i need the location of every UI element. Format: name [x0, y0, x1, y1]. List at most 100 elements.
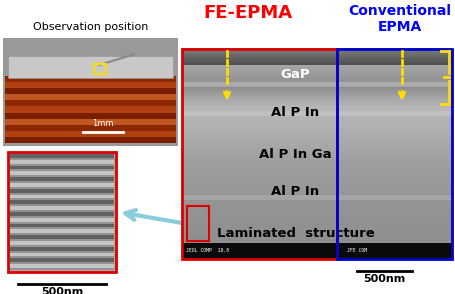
Bar	[182, 223, 452, 225]
Bar	[10, 262, 114, 264]
Bar	[182, 198, 452, 200]
Bar	[182, 64, 452, 66]
Bar	[182, 135, 452, 137]
Bar	[182, 154, 452, 156]
Bar	[10, 243, 114, 245]
Bar	[182, 54, 452, 56]
Bar	[182, 147, 452, 149]
Text: GaP: GaP	[281, 68, 310, 81]
Bar	[182, 159, 452, 161]
Bar	[182, 133, 452, 135]
Bar	[10, 254, 114, 256]
Bar	[182, 195, 452, 197]
Bar	[182, 108, 452, 110]
Bar	[10, 238, 114, 241]
Bar	[182, 117, 452, 119]
Bar	[182, 94, 452, 96]
Bar	[10, 208, 114, 210]
Bar	[182, 235, 452, 237]
Bar	[182, 63, 452, 65]
Bar	[182, 188, 452, 190]
Bar	[182, 104, 452, 106]
Bar	[10, 161, 114, 164]
Bar	[182, 66, 452, 68]
Bar	[5, 106, 176, 113]
Bar	[182, 50, 452, 52]
Bar	[182, 81, 452, 83]
Bar	[182, 195, 452, 200]
Bar	[10, 223, 114, 225]
Bar	[182, 199, 452, 201]
Bar	[182, 118, 452, 121]
Bar	[182, 197, 452, 199]
Bar	[182, 214, 452, 216]
Bar	[182, 78, 452, 81]
Bar	[182, 246, 452, 248]
Bar	[182, 121, 452, 123]
Bar	[182, 67, 452, 69]
Bar	[182, 105, 452, 107]
Bar	[5, 136, 176, 143]
Bar	[182, 244, 452, 246]
Bar	[10, 235, 114, 237]
Bar	[10, 213, 114, 216]
Bar	[5, 118, 176, 125]
Bar	[182, 232, 452, 234]
Bar	[182, 161, 452, 163]
Bar	[182, 77, 452, 79]
Bar	[182, 196, 452, 198]
Bar	[10, 240, 114, 243]
Bar	[182, 228, 452, 230]
Bar	[10, 175, 114, 177]
Bar	[10, 184, 114, 187]
Bar	[182, 134, 452, 136]
Bar	[182, 219, 452, 221]
Bar	[182, 220, 452, 222]
Bar	[182, 253, 452, 255]
Bar	[10, 221, 114, 224]
Bar	[10, 173, 114, 175]
Bar	[182, 86, 452, 88]
Bar	[182, 101, 452, 103]
Bar	[182, 92, 452, 94]
Bar	[5, 100, 176, 106]
Bar	[182, 201, 452, 203]
Bar	[10, 177, 114, 179]
Text: Al P In: Al P In	[271, 106, 319, 118]
Text: JFE COM: JFE COM	[347, 248, 367, 253]
Text: Laminated  structure: Laminated structure	[217, 227, 374, 240]
Bar	[10, 227, 114, 229]
Bar	[182, 148, 452, 150]
Bar	[10, 264, 114, 266]
Bar	[182, 81, 452, 87]
Bar	[10, 216, 114, 218]
Bar	[182, 243, 452, 259]
Bar	[182, 254, 452, 256]
Bar	[182, 163, 452, 165]
Bar	[182, 240, 452, 242]
Bar	[182, 138, 452, 140]
Bar	[5, 82, 176, 88]
Text: Observation position: Observation position	[33, 22, 148, 32]
Bar	[10, 198, 114, 201]
Bar	[94, 64, 106, 74]
Bar	[10, 169, 114, 171]
Bar	[182, 119, 452, 121]
Bar	[10, 181, 114, 183]
Bar	[182, 208, 452, 210]
Bar	[182, 165, 452, 167]
Bar	[182, 115, 452, 117]
Bar	[182, 218, 452, 220]
Bar	[10, 237, 114, 239]
Bar	[182, 125, 452, 127]
Bar	[182, 123, 452, 126]
Bar	[182, 65, 452, 67]
Bar	[182, 221, 452, 223]
Bar	[182, 166, 452, 168]
Bar	[182, 143, 452, 145]
Bar	[182, 217, 452, 219]
Bar	[10, 217, 114, 220]
Bar	[3, 38, 178, 146]
Bar	[182, 82, 452, 84]
Bar	[182, 146, 452, 148]
